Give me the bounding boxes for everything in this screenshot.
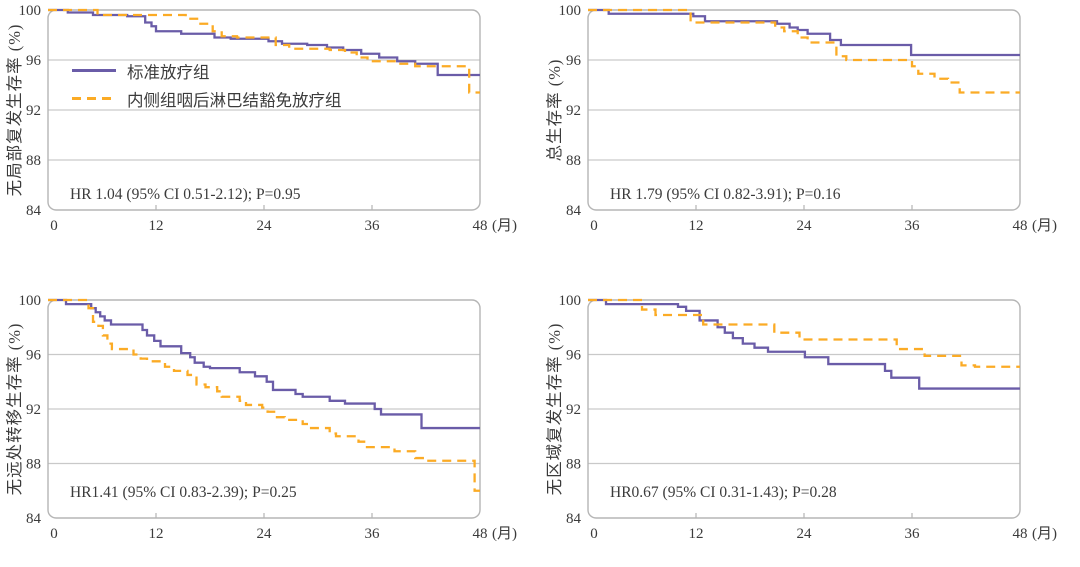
panel-distant-metastasis-free-survival: 100 96 92 88 84 0 12 24 36 48 (月) 无远处转移生存率 (%) HR1…	[0, 285, 540, 567]
svg-text:(月): (月)	[492, 218, 517, 234]
svg-text:24: 24	[257, 218, 273, 234]
dashed-line-swatch	[72, 97, 116, 100]
svg-text:0: 0	[50, 526, 58, 542]
svg-text:36: 36	[905, 526, 921, 542]
panel-overall-survival: 100 96 92 88 84 0 12 24 36 48 (月) 总生存率 (%) HR 1.79…	[540, 0, 1080, 285]
legend-item-standard: 标准放疗组	[72, 60, 342, 82]
svg-text:92: 92	[566, 402, 581, 418]
svg-text:88: 88	[566, 153, 581, 169]
svg-text:84: 84	[26, 203, 42, 219]
legend: 标准放疗组 内侧组咽后淋巴结豁免放疗组	[72, 60, 342, 110]
y-axis-label: 总生存率 (%)	[545, 58, 564, 162]
y-axis-label: 无局部复发生存率 (%)	[5, 23, 24, 197]
svg-text:36: 36	[905, 218, 921, 234]
y-axis-label: 无区域复发生存率 (%)	[545, 322, 564, 496]
svg-text:100: 100	[559, 293, 582, 309]
svg-text:92: 92	[26, 103, 41, 119]
svg-text:100: 100	[19, 293, 42, 309]
km-plot-overall-survival: 100 96 92 88 84 0 12 24 36 48 (月)	[559, 3, 1058, 234]
svg-text:12: 12	[149, 218, 164, 234]
svg-text:0: 0	[590, 218, 598, 234]
svg-text:36: 36	[365, 218, 381, 234]
svg-text:100: 100	[19, 3, 42, 19]
svg-text:24: 24	[797, 526, 813, 542]
svg-text:24: 24	[257, 526, 273, 542]
legend-label-sparing: 内侧组咽后淋巴结豁免放疗组	[127, 90, 342, 110]
hr-annotation: HR0.67 (95% CI 0.31-1.43); P=0.28	[610, 484, 837, 501]
y-axis-label: 无远处转移生存率 (%)	[5, 322, 24, 496]
svg-text:96: 96	[26, 53, 42, 69]
svg-text:(月): (月)	[492, 526, 517, 542]
svg-text:12: 12	[689, 526, 704, 542]
svg-text:48: 48	[1013, 218, 1028, 234]
svg-text:92: 92	[26, 402, 41, 418]
svg-text:88: 88	[26, 457, 41, 473]
svg-text:92: 92	[566, 103, 581, 119]
panel-regional-recurrence-free-survival: 100 96 92 88 84 0 12 24 36 48 (月) 无区域复发生存率 (%) HR0…	[540, 285, 1080, 567]
panel-local-recurrence-free-survival: 100 96 92 88 84 0 12 24 36 48 (月) 无局部复发生存率 (%) 标准放…	[0, 0, 540, 285]
svg-text:36: 36	[365, 526, 381, 542]
svg-text:96: 96	[26, 348, 42, 364]
svg-text:24: 24	[797, 218, 813, 234]
svg-text:48: 48	[473, 218, 488, 234]
svg-text:12: 12	[149, 526, 164, 542]
svg-text:96: 96	[566, 348, 582, 364]
svg-text:12: 12	[689, 218, 704, 234]
km-plot-local-recurrence: 100 96 92 88 84 0 12 24 36 48 (月)	[19, 3, 518, 234]
hr-annotation: HR 1.04 (95% CI 0.51-2.12); P=0.95	[70, 186, 301, 203]
svg-text:84: 84	[26, 511, 42, 527]
svg-text:0: 0	[590, 526, 598, 542]
solid-line-swatch	[72, 69, 116, 72]
km-plot-regional-recurrence: 100 96 92 88 84 0 12 24 36 48 (月)	[559, 293, 1058, 542]
svg-text:84: 84	[566, 203, 582, 219]
svg-text:0: 0	[50, 218, 58, 234]
svg-text:(月): (月)	[1032, 526, 1057, 542]
hr-annotation: HR 1.79 (95% CI 0.82-3.91); P=0.16	[610, 186, 841, 203]
legend-item-sparing: 内侧组咽后淋巴结豁免放疗组	[72, 88, 342, 110]
svg-text:88: 88	[566, 457, 581, 473]
svg-text:96: 96	[566, 53, 582, 69]
km-plot-distant-metastasis: 100 96 92 88 84 0 12 24 36 48 (月)	[19, 293, 518, 542]
hr-annotation: HR1.41 (95% CI 0.83-2.39); P=0.25	[70, 484, 297, 501]
svg-text:48: 48	[1013, 526, 1028, 542]
svg-text:88: 88	[26, 153, 41, 169]
svg-text:100: 100	[559, 3, 582, 19]
legend-label-standard: 标准放疗组	[127, 62, 210, 82]
svg-text:84: 84	[566, 511, 582, 527]
svg-text:48: 48	[473, 526, 488, 542]
svg-text:(月): (月)	[1032, 218, 1057, 234]
